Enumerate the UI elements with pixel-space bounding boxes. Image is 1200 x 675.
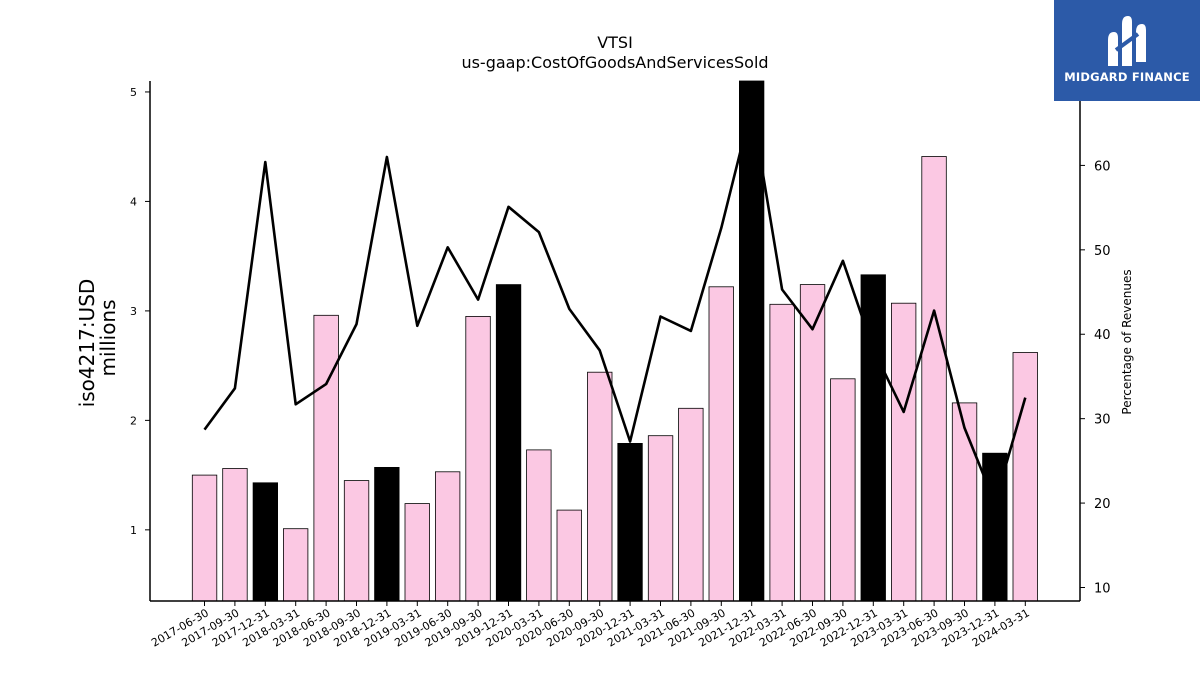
bar [252,482,279,602]
bar [495,284,522,602]
bar [191,474,218,602]
bar [617,442,643,602]
y-tick-label: 3 [130,305,137,318]
y2-tick-label: 40 [1094,328,1111,343]
bar [921,156,947,602]
bar [434,471,461,602]
chart-title: VTSI [597,33,633,52]
bar [343,480,370,602]
bar [799,284,826,602]
bar [587,371,613,602]
y2-tick-label: 50 [1094,244,1111,259]
bar [708,286,734,602]
y-tick-label: 5 [130,86,137,99]
bar [891,302,917,602]
bar [526,449,552,602]
bar [830,378,856,602]
bar [1012,352,1038,602]
y2-tick-label: 60 [1094,159,1111,174]
bar [222,468,248,602]
y-axis-unit: millions [96,299,120,376]
bar [465,315,491,602]
bar [951,402,978,602]
bar [282,528,309,602]
bar [647,435,674,602]
midgard-logo-icon [1108,16,1146,66]
y2-tick-label: 30 [1094,413,1111,428]
percentage-line [203,105,1027,505]
y2-tick-label: 10 [1094,581,1111,596]
bar [678,407,704,602]
y-tick-label: 4 [130,195,137,208]
y2-tick-label: 20 [1094,497,1111,512]
bar [769,303,795,602]
y-axis-label: iso4217:USD [75,279,99,408]
y-tick-label: 2 [130,414,137,427]
brand-name: MIDGARD FINANCE [1064,70,1190,84]
bar [739,80,765,602]
chart-subtitle: us-gaap:CostOfGoodsAndServicesSold [461,53,768,72]
bar [313,314,339,602]
bar [404,503,430,602]
y-tick-label: 1 [130,524,137,537]
bar [860,274,886,602]
brand-logo: MIDGARD FINANCE [1054,0,1200,101]
y2-axis-label: Percentage of Revenues [1120,269,1134,414]
bar [556,509,582,602]
bar [374,466,400,602]
